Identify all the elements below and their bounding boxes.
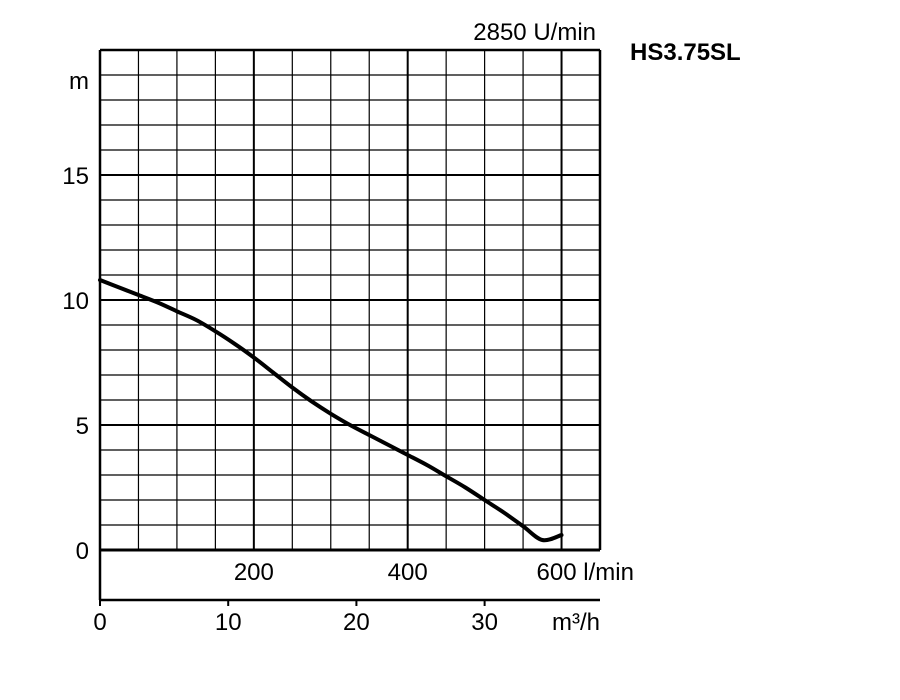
x-primary-tick-label: 400	[388, 559, 428, 586]
x-secondary-tick-label: 10	[215, 609, 242, 636]
curve-layer	[98, 278, 564, 543]
x-secondary-tick-label: 30	[471, 609, 498, 636]
y-tick-label: 10	[62, 288, 89, 315]
x-primary-tick-label: 200	[234, 559, 274, 586]
x-secondary-unit: m³/h	[552, 609, 600, 636]
axis-labels: 0 5 10 15 200 400 600 l/min 0 10 20 30	[62, 163, 634, 636]
y-tick-label: 0	[76, 538, 89, 565]
y-tick-label: 15	[62, 163, 89, 190]
chart-title: HS3.75SL	[630, 39, 741, 66]
y-tick-label: 5	[76, 413, 89, 440]
y-axis-unit: m	[69, 68, 89, 95]
x-secondary-tick-label: 0	[93, 609, 106, 636]
performance-curve	[98, 278, 564, 543]
chart-frame	[98, 48, 602, 606]
minor-grid	[100, 50, 600, 550]
x-primary-tick-label: 600 l/min	[537, 559, 634, 586]
speed-label: 2850 U/min	[473, 19, 596, 46]
x-secondary-tick-label: 20	[343, 609, 370, 636]
